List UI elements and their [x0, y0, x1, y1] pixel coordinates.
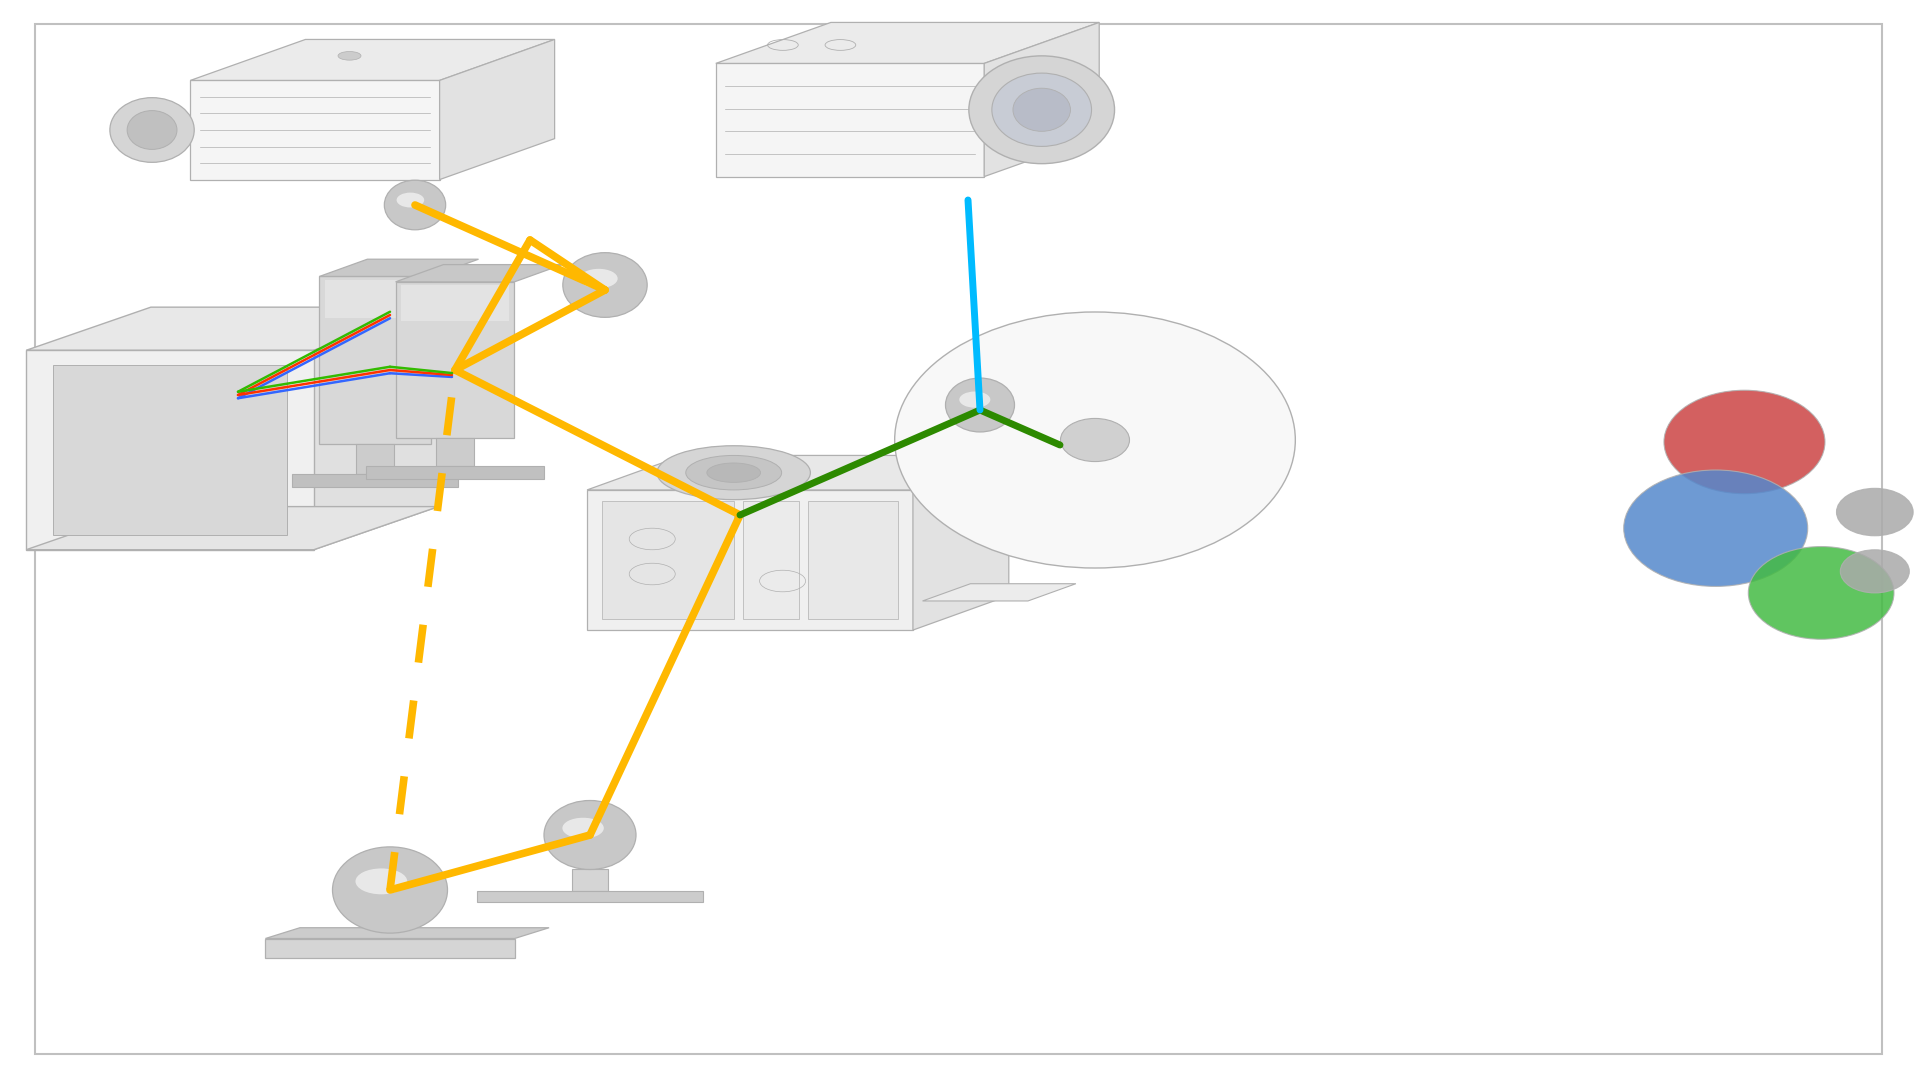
Ellipse shape	[658, 445, 811, 499]
Polygon shape	[27, 350, 314, 550]
Ellipse shape	[332, 847, 447, 934]
Ellipse shape	[1836, 488, 1913, 536]
Ellipse shape	[1624, 470, 1808, 586]
Ellipse shape	[686, 455, 782, 489]
Polygon shape	[314, 307, 439, 550]
Ellipse shape	[127, 111, 176, 150]
Polygon shape	[395, 281, 514, 438]
Ellipse shape	[337, 52, 360, 60]
Polygon shape	[326, 279, 426, 318]
Polygon shape	[265, 939, 514, 958]
Ellipse shape	[707, 462, 761, 482]
Ellipse shape	[958, 391, 991, 407]
Polygon shape	[190, 81, 439, 180]
Ellipse shape	[579, 268, 617, 288]
Ellipse shape	[1748, 547, 1894, 639]
Polygon shape	[439, 40, 554, 180]
Ellipse shape	[968, 56, 1114, 164]
Ellipse shape	[109, 98, 194, 163]
Polygon shape	[291, 473, 458, 486]
Ellipse shape	[355, 869, 406, 895]
Polygon shape	[395, 264, 562, 281]
Polygon shape	[587, 455, 1008, 489]
Polygon shape	[477, 892, 704, 902]
Ellipse shape	[564, 252, 648, 317]
Polygon shape	[571, 870, 608, 892]
Polygon shape	[922, 583, 1075, 600]
Polygon shape	[715, 64, 983, 177]
Polygon shape	[602, 500, 734, 619]
Ellipse shape	[1060, 418, 1129, 461]
Ellipse shape	[945, 378, 1014, 432]
Polygon shape	[320, 259, 479, 276]
Polygon shape	[912, 455, 1008, 630]
Ellipse shape	[562, 818, 604, 839]
Ellipse shape	[991, 73, 1091, 147]
Ellipse shape	[397, 193, 424, 207]
Polygon shape	[366, 467, 544, 480]
Polygon shape	[320, 276, 431, 443]
Ellipse shape	[383, 180, 445, 230]
Polygon shape	[809, 500, 897, 619]
Polygon shape	[54, 365, 288, 535]
Ellipse shape	[895, 312, 1296, 568]
Polygon shape	[27, 307, 439, 350]
Polygon shape	[27, 507, 439, 550]
Polygon shape	[357, 443, 395, 473]
Ellipse shape	[1840, 550, 1909, 593]
Polygon shape	[715, 23, 1098, 64]
Polygon shape	[983, 23, 1098, 177]
Polygon shape	[190, 40, 554, 81]
Polygon shape	[435, 438, 473, 467]
Polygon shape	[265, 928, 548, 939]
Ellipse shape	[1664, 390, 1825, 494]
Polygon shape	[587, 489, 912, 630]
Ellipse shape	[544, 801, 636, 870]
Ellipse shape	[1012, 88, 1070, 132]
Polygon shape	[744, 500, 799, 619]
Polygon shape	[401, 285, 508, 321]
